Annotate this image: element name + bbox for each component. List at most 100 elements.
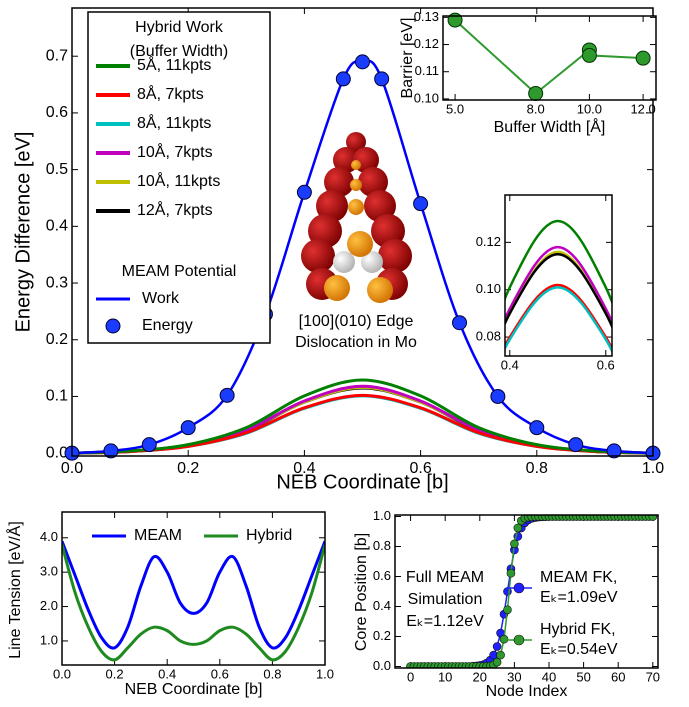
legend-swatch <box>513 582 525 594</box>
x-tick-label: 0.0 <box>61 460 83 477</box>
y-tick-label: 0.7 <box>46 47 68 64</box>
y-tick-label: 0.11 <box>415 63 439 78</box>
axis-label: NEB Coordinate [b] <box>276 471 448 493</box>
annotation: Full MEAM <box>406 569 484 586</box>
x-tick-label: 0.8 <box>263 666 281 681</box>
legend-label: Hybrid <box>246 527 292 544</box>
x-tick-label: 0.6 <box>409 460 431 477</box>
data-point <box>635 50 651 66</box>
y-tick-label: 0.12 <box>476 234 501 249</box>
legend-title: MEAM Potential <box>122 263 237 280</box>
y-tick-label: 0.0 <box>46 444 68 461</box>
x-tick-label: 1.0 <box>642 460 664 477</box>
legend-title: (Buffer Width) <box>130 43 228 60</box>
y-tick-label: 0.3 <box>46 274 68 291</box>
y-tick-label: 0.5 <box>46 161 68 178</box>
data-point <box>606 443 622 459</box>
series-line <box>505 286 612 354</box>
plot-area <box>395 515 658 668</box>
data-point <box>490 388 506 404</box>
data-point <box>355 54 370 70</box>
plot-area <box>443 16 656 100</box>
y-tick-label: 0.10 <box>414 90 439 105</box>
x-tick-label: 50 <box>576 669 590 684</box>
annotation: Dislocation in Mo <box>295 334 417 351</box>
x-tick-label: 10 <box>438 669 452 684</box>
axes-frame <box>394 514 659 669</box>
legend-label: Hybrid FK, <box>540 621 616 638</box>
series-line <box>505 252 612 330</box>
x-tick-label: 0.4 <box>501 357 519 372</box>
data-point <box>103 443 119 459</box>
x-tick-label: 20 <box>473 669 487 684</box>
x-tick-label: 0.4 <box>293 460 315 477</box>
x-tick-label: 1.0 <box>316 666 334 681</box>
x-tick-label: 0.6 <box>211 666 229 681</box>
data-point <box>529 420 545 436</box>
annotation: [100](010) Edge <box>299 313 414 330</box>
legend-label: 12Å, 7kpts <box>137 200 213 219</box>
axes-frame <box>442 15 657 101</box>
data-point <box>141 437 157 453</box>
y-tick-label: 2.0 <box>40 598 58 613</box>
legend-label: Eₖ=1.09eV <box>540 589 618 606</box>
data-point <box>492 642 502 651</box>
x-tick-label: 8.0 <box>527 101 545 116</box>
data-point <box>528 85 544 101</box>
legend-label: 8Å, 7kpts <box>137 84 204 103</box>
legend-label: 10Å, 11kpts <box>137 171 220 190</box>
axis-label: Core Position [b] <box>353 533 370 651</box>
series-line <box>505 219 612 306</box>
y-tick-label: 0.1 <box>46 388 68 405</box>
y-tick-label: 1.0 <box>40 632 58 647</box>
series-line <box>62 540 325 650</box>
legend-title: Hybrid Work <box>135 19 224 36</box>
y-tick-label: 0.6 <box>46 104 68 121</box>
x-tick-label: 0 <box>407 669 414 684</box>
data-point <box>513 523 523 533</box>
x-tick-label: 10.0 <box>577 101 602 116</box>
legend-swatch <box>105 318 121 334</box>
x-tick-label: 0.0 <box>53 666 71 681</box>
y-tick-label: 0.4 <box>46 218 68 235</box>
axes-frame <box>71 7 654 457</box>
data-point <box>499 634 509 644</box>
legend-label: MEAM <box>134 527 182 544</box>
data-point <box>506 568 516 578</box>
dislocation-image <box>301 132 412 303</box>
data-point <box>335 71 351 87</box>
data-point <box>581 47 597 63</box>
axis-label: Barrier [eV] <box>399 18 416 99</box>
x-tick-label: 0.2 <box>177 460 199 477</box>
data-point <box>503 605 512 615</box>
y-tick-label: 0.4 <box>373 598 391 613</box>
data-point <box>180 420 196 436</box>
annotation: Eₖ=1.12eV <box>406 613 484 630</box>
data-point <box>413 196 429 212</box>
axis-label: Energy Difference [eV] <box>12 132 34 333</box>
x-tick-label: 0.6 <box>597 357 615 372</box>
series-line <box>62 544 325 662</box>
annotation: Simulation <box>408 591 483 608</box>
y-tick-label: 1.0 <box>373 508 391 523</box>
y-tick-label: 0.13 <box>414 9 439 24</box>
data-point <box>452 315 468 331</box>
data-point <box>492 657 502 667</box>
axes-frame <box>504 194 613 357</box>
data-point <box>568 437 584 453</box>
data-point <box>510 539 519 549</box>
y-tick-label: 3.0 <box>40 564 58 579</box>
y-tick-label: 0.8 <box>373 538 391 553</box>
data-point <box>374 71 390 87</box>
x-tick-label: 0.4 <box>158 666 176 681</box>
data-point <box>648 515 658 521</box>
series-line <box>505 283 612 352</box>
series-line <box>505 250 612 330</box>
legend-label: Eₖ=0.54eV <box>540 641 618 658</box>
y-tick-label: 0.0 <box>373 658 391 673</box>
series-line <box>505 245 612 326</box>
legend-label: 10Å, 7kpts <box>137 142 213 161</box>
series-line <box>72 378 653 455</box>
x-tick-label: 60 <box>611 669 625 684</box>
